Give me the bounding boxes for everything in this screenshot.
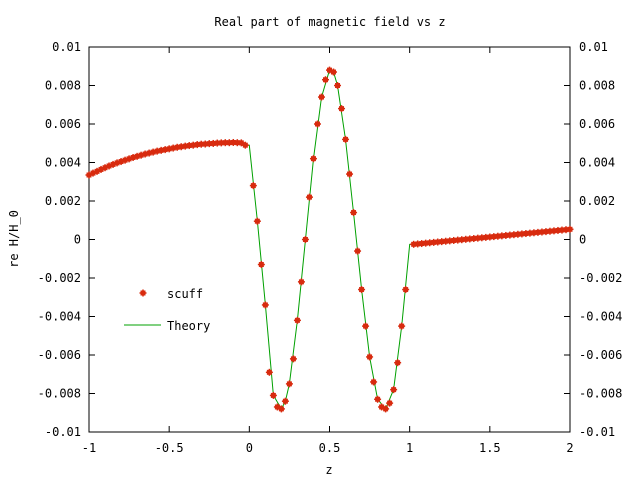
legend-scuff-marker (139, 289, 147, 297)
scuff-point (305, 193, 313, 201)
y-tick-label-right: 0.002 (579, 194, 615, 208)
scuff-point (402, 286, 410, 294)
y-tick-label-right: -0.01 (579, 425, 615, 439)
y-tick-label: 0 (74, 233, 81, 247)
y-tick-label-right: -0.002 (579, 271, 622, 285)
legend: scuff Theory (124, 287, 210, 333)
x-tick-label: -0.5 (155, 441, 184, 455)
scuff-point (265, 368, 273, 376)
scuff-point (390, 386, 398, 394)
x-axis-label: z (325, 463, 332, 477)
scuff-point (289, 355, 297, 363)
y-tick-label-right: 0.01 (579, 40, 608, 54)
scuff-point (366, 353, 374, 361)
scuff-point (358, 286, 366, 294)
x-tick-label: -1 (82, 441, 96, 455)
scuff-point (342, 135, 350, 143)
scuff-point (370, 378, 378, 386)
x-tick-label: 2 (566, 441, 573, 455)
scuff-point (321, 76, 329, 84)
scuff-point (253, 217, 261, 225)
scuff-point (261, 301, 269, 309)
y-tick-label-right: -0.006 (579, 348, 622, 362)
scuff-point (293, 316, 301, 324)
y-tick-label: -0.008 (38, 387, 81, 401)
scuff-point (249, 182, 257, 190)
y-tick-label-right: 0.004 (579, 156, 615, 170)
scuff-point (338, 105, 346, 113)
x-tick-label: 1 (406, 441, 413, 455)
scuff-point (394, 359, 402, 367)
scuff-point (566, 225, 574, 233)
y-tick-label: -0.006 (38, 348, 81, 362)
y-tick-label-right: 0.008 (579, 79, 615, 93)
y-tick-label-right: -0.008 (579, 387, 622, 401)
scuff-point (334, 82, 342, 89)
y-tick-label-right: -0.004 (579, 310, 622, 324)
scuff-point (362, 322, 370, 330)
x-tick-label: 1.5 (479, 441, 501, 455)
scuff-point (354, 247, 362, 255)
y-tick-label: -0.01 (45, 425, 81, 439)
y-tick-label: 0.004 (45, 156, 81, 170)
scuff-point (257, 261, 265, 269)
scuff-point (309, 155, 317, 163)
y-tick-label: 0.008 (45, 79, 81, 93)
scuff-point (281, 397, 289, 405)
scuff-point (269, 391, 277, 399)
y-tick-label: 0.01 (52, 40, 81, 54)
scuff-point (330, 68, 338, 76)
scuff-point (374, 395, 382, 403)
chart-title: Real part of magnetic field vs z (214, 15, 445, 29)
scuff-point (398, 322, 406, 330)
y-tick-label: 0.006 (45, 117, 81, 131)
scuff-point (285, 380, 293, 388)
legend-star-icon (139, 289, 147, 297)
y-tick-label: -0.004 (38, 310, 81, 324)
scuff-point (241, 141, 249, 149)
scuff-point (346, 170, 354, 178)
scuff-point (277, 405, 285, 413)
scuff-point (301, 236, 309, 243)
scuff-series (85, 66, 574, 413)
scuff-point (317, 93, 325, 101)
y-tick-label-right: 0.006 (579, 117, 615, 131)
y-tick-label: 0.002 (45, 194, 81, 208)
y-tick-label: -0.002 (38, 271, 81, 285)
x-tick-label: 0.5 (319, 441, 341, 455)
x-tick-label: 0 (246, 441, 253, 455)
y-tick-label-right: 0 (579, 233, 586, 247)
scuff-point (297, 278, 305, 286)
legend-scuff-label: scuff (167, 287, 203, 301)
legend-theory-label: Theory (167, 319, 210, 333)
axis-ticks: -1 -0.5 0 0.5 1 1.5 2 -0.01 -0.01 -0.008 -0.008 -0.… (38, 40, 623, 455)
scuff-point (386, 399, 394, 407)
scuff-point (382, 405, 390, 413)
scuff-point (350, 209, 358, 217)
scuff-point (313, 120, 321, 128)
y-axis-label: re H/H_0 (7, 210, 21, 268)
